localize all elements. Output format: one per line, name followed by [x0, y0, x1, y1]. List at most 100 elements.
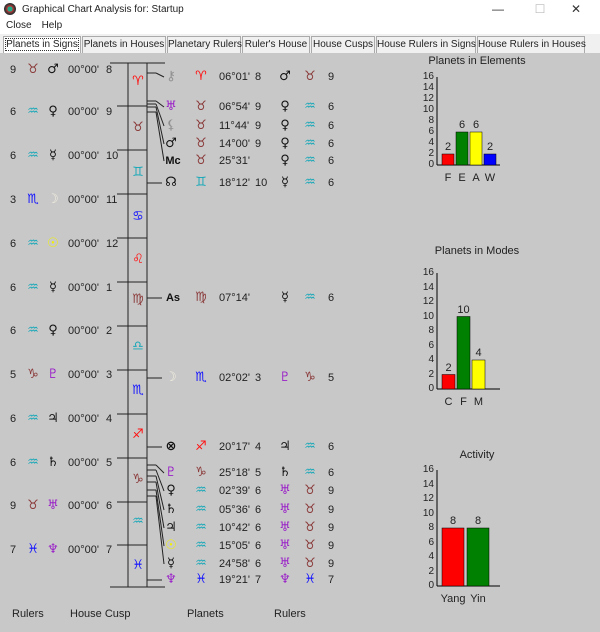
planet-glyph-icon: ☿	[167, 556, 175, 571]
window-title: Graphical Chart Analysis for: Startup	[22, 3, 184, 15]
ruler-house: 6	[328, 155, 335, 167]
cusp-sign-icon: ♒	[27, 411, 39, 426]
ruler-house: 6	[328, 441, 335, 453]
planet-degree: 20°17'	[219, 441, 250, 453]
cusp-sign-icon: ♉	[27, 498, 39, 513]
planet-sign-icon: ♉	[195, 153, 207, 168]
planet-glyph-icon: ⚸	[166, 118, 176, 133]
planet-glyph-icon: ♆	[165, 572, 177, 587]
data-label: 8	[474, 515, 482, 527]
planet-house: 9	[255, 138, 262, 150]
tab-house-rulers-in-houses[interactable]: House Rulers in Houses	[477, 36, 586, 53]
planet-connector	[155, 475, 165, 511]
tab-planets-in-signs[interactable]: Planets in Signs	[3, 36, 81, 53]
minimize-button[interactable]: —	[492, 2, 504, 16]
cusp-degree: 00°00'	[68, 500, 99, 512]
ruler-sign-icon: ♉	[304, 538, 316, 553]
planet-sign-icon: ♊	[195, 175, 207, 190]
y-tick-label: 6	[428, 536, 434, 548]
y-tick-label: 2	[428, 148, 434, 159]
tab-house-cusps[interactable]: House Cusps	[311, 36, 375, 53]
ruler-glyph-icon: ♀	[280, 136, 290, 151]
cusp-house-number: 10	[106, 150, 119, 162]
planet-connector	[155, 111, 165, 162]
cusp-sign-icon: ♒	[27, 455, 39, 470]
ruler-house: 9	[328, 540, 335, 552]
ruler-glyph-icon: ☿	[281, 175, 289, 190]
tab-planets-in-houses[interactable]: Planets in Houses	[82, 36, 166, 53]
y-tick-label: 6	[428, 339, 434, 351]
planet-connector	[155, 489, 165, 547]
planet-house: 6	[255, 540, 262, 552]
tab-house-rulers-in-signs[interactable]: House Rulers in Signs	[376, 36, 476, 53]
maximize-button[interactable]: ☐	[534, 2, 546, 16]
footer-house-cusp: House Cusp	[70, 608, 131, 620]
ruler-glyph-icon: ♅	[279, 483, 291, 498]
y-tick-label: 12	[422, 493, 434, 504]
data-label: 2	[445, 361, 452, 374]
planet-sign-icon: ♈	[195, 69, 207, 84]
planet-degree: 15°05'	[219, 540, 250, 552]
ruler-glyph-icon: ♃	[279, 439, 291, 454]
cusp-house-number: 9	[106, 106, 113, 118]
planet-sign-icon: ♒	[195, 538, 207, 553]
cusp-house-number: 3	[106, 369, 113, 381]
cusp-house-number: 6	[106, 500, 113, 512]
cusp-ruler-house: 6	[10, 238, 17, 250]
planet-house: 6	[255, 504, 262, 516]
y-tick-label: 14	[422, 82, 434, 93]
sign-glyph-icon: ♉	[132, 120, 144, 135]
cusp-ruler-house: 6	[10, 282, 17, 294]
sign-glyph-icon: ♊	[132, 165, 144, 180]
tab-bar: Planets in Signs Planets in Houses Plane…	[0, 34, 600, 53]
bar-a	[469, 131, 483, 166]
close-window-button[interactable]: ✕	[570, 2, 582, 16]
cusp-ruler-house: 9	[10, 500, 17, 512]
ruler-sign-icon: ♉	[304, 502, 316, 517]
y-tick-label: 8	[428, 115, 434, 126]
ruler-sign-icon: ♉	[304, 483, 316, 498]
planet-sign-icon: ♉	[195, 118, 207, 133]
ruler-glyph-icon: ♇	[279, 370, 291, 385]
tab-rulers-house[interactable]: Ruler's House	[242, 36, 310, 53]
planet-glyph-icon: ♅	[165, 99, 177, 114]
y-tick-label: 10	[422, 104, 434, 115]
planet-connector	[155, 100, 165, 108]
data-label: 4	[475, 347, 482, 359]
planet-sign-icon: ♑	[195, 465, 207, 480]
cusp-sign-icon: ♏	[27, 192, 39, 207]
cusp-ruler-icon: ♀	[48, 323, 58, 338]
ruler-glyph-icon: ♀	[280, 99, 290, 114]
cusp-ruler-house: 6	[10, 325, 17, 337]
ruler-glyph-icon: ♀	[280, 118, 290, 133]
ruler-glyph-icon: ☿	[281, 290, 289, 305]
ruler-house: 5	[328, 372, 335, 384]
chart-title: Activity	[459, 449, 495, 461]
ruler-sign-icon: ♉	[304, 520, 316, 535]
cusp-ruler-icon: ♅	[47, 498, 59, 513]
ruler-house: 6	[328, 138, 335, 150]
planet-degree: 02°39'	[219, 485, 250, 497]
planet-degree: 19°21'	[219, 574, 250, 586]
x-tick-label: Yang	[440, 593, 466, 605]
ruler-house: 6	[328, 177, 335, 189]
ruler-sign-icon: ♉	[304, 69, 316, 84]
cusp-degree: 00°00'	[68, 369, 99, 381]
tab-planetary-rulers[interactable]: Planetary Rulers	[167, 36, 242, 53]
y-tick-label: 6	[428, 126, 434, 137]
planet-degree: 18°12'	[219, 177, 250, 189]
bar-yang	[441, 527, 465, 587]
planet-degree: 05°36'	[219, 504, 250, 516]
y-tick-label: 8	[428, 325, 434, 336]
planet-degree: 07°14'	[219, 292, 250, 304]
menu-help[interactable]: Help	[41, 20, 63, 31]
y-tick-label: 0	[428, 580, 434, 591]
menu-close[interactable]: Close	[6, 20, 32, 31]
ruler-glyph-icon: ♅	[279, 502, 291, 517]
ruler-glyph-icon: ♄	[279, 465, 291, 480]
cusp-sign-icon: ♓	[27, 542, 39, 557]
planet-sign-icon: ♒	[195, 502, 207, 517]
planet-glyph-icon: ☉	[165, 538, 177, 553]
bar-f	[441, 153, 455, 166]
footer-planets: Planets	[187, 608, 224, 620]
